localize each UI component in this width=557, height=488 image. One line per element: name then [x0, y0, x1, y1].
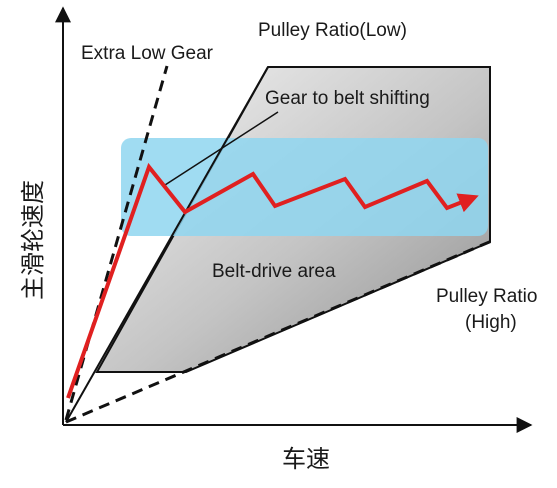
pulley-ratio-low-label: Pulley Ratio(Low)	[258, 20, 407, 41]
y-axis-label: 主滑轮速度	[20, 180, 47, 300]
x-axis-label: 车速	[282, 446, 330, 473]
pulley-ratio-high-line	[65, 238, 495, 424]
gear-to-belt-shifting-label: Gear to belt shifting	[265, 88, 430, 109]
shifting-leader-line	[164, 111, 279, 186]
extra-low-gear-label: Extra Low Gear	[81, 43, 214, 64]
pulley-ratio-high-label-line1: Pulley Ratio	[436, 286, 537, 307]
belt-drive-area-label: Belt-drive area	[212, 261, 336, 282]
pulley-ratio-low-line	[65, 66, 269, 423]
speed-trace	[66, 162, 479, 399]
pulley-ratio-high-label-line2: (High)	[465, 312, 517, 333]
